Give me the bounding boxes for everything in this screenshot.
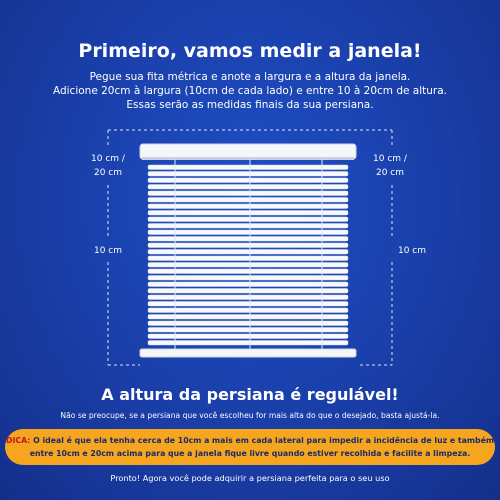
- slat: [147, 340, 349, 346]
- slat: [147, 327, 349, 333]
- slat: [147, 210, 349, 216]
- slat: [147, 190, 349, 196]
- slat: [147, 177, 349, 183]
- tip-box: [5, 429, 495, 465]
- intro-line: Essas serão as medidas finais da sua per…: [126, 99, 373, 111]
- intro-line: Pegue sua fita métrica e anote a largura…: [90, 71, 411, 83]
- intro-line: Adicione 20cm à largura (10cm de cada la…: [53, 85, 447, 97]
- slat: [147, 262, 349, 268]
- slat: [147, 320, 349, 326]
- adjustable-note: Não se preocupe, se a persiana que você …: [60, 411, 439, 420]
- slat: [147, 275, 349, 281]
- slat: [147, 184, 349, 190]
- bottom-rail: [139, 348, 357, 358]
- slat: [147, 294, 349, 300]
- slat: [147, 333, 349, 339]
- slat: [147, 203, 349, 209]
- title: Primeiro, vamos medir a janela!: [78, 40, 421, 62]
- slat: [147, 197, 349, 203]
- tip-line: DICA: O ideal é que ela tenha cerca de 1…: [6, 436, 494, 445]
- measure-label: 20 cm: [94, 168, 122, 178]
- slat: [147, 249, 349, 255]
- slat: [147, 268, 349, 274]
- slat: [147, 307, 349, 313]
- measure-label: 10 cm /: [373, 154, 408, 164]
- measure-label: 10 cm: [94, 246, 122, 256]
- slat: [147, 223, 349, 229]
- tip-label: DICA:: [6, 436, 30, 445]
- slat: [147, 171, 349, 177]
- blind-illustration: [139, 143, 357, 358]
- slat: [147, 236, 349, 242]
- tip-text: O ideal é que ela tenha cerca de 10cm a …: [33, 436, 494, 445]
- slat: [147, 301, 349, 307]
- tip-line: entre 10cm e 20cm acima para que a janel…: [30, 449, 471, 458]
- measure-label: 20 cm: [376, 168, 404, 178]
- measure-label: 10 cm /: [91, 154, 126, 164]
- slat: [147, 164, 349, 170]
- slat: [147, 314, 349, 320]
- slat: [147, 255, 349, 261]
- measure-label: 10 cm: [398, 246, 426, 256]
- measure-guides: [107, 129, 393, 366]
- slat: [147, 229, 349, 235]
- slat: [147, 216, 349, 222]
- slat: [147, 288, 349, 294]
- subtitle: A altura da persiana é regulável!: [101, 385, 398, 404]
- slat: [147, 281, 349, 287]
- slat: [147, 242, 349, 248]
- footer: Pronto! Agora você pode adquirir a persi…: [110, 473, 389, 483]
